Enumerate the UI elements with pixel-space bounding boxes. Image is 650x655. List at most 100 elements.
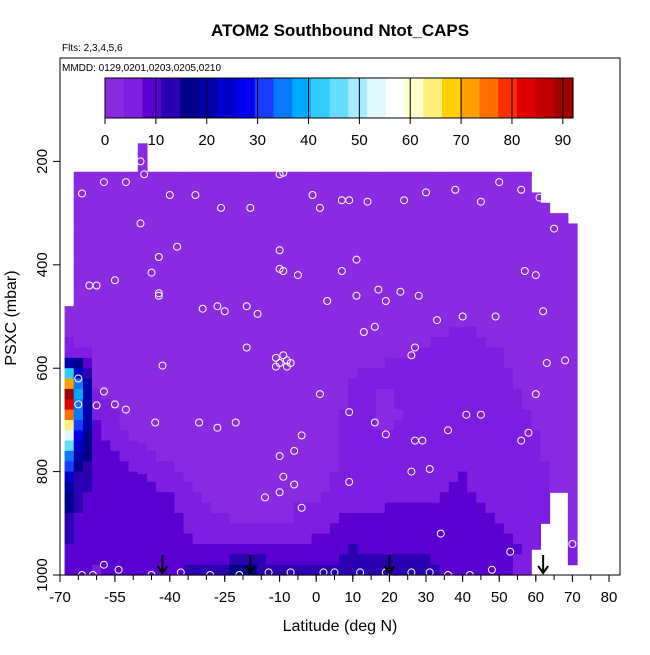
colorbar-tick-label: 40: [300, 132, 317, 149]
heatmap-cell: [549, 233, 560, 245]
heatmap-cell: [156, 357, 166, 369]
heatmap-cell: [512, 450, 523, 462]
heatmap-cell: [73, 337, 84, 349]
heatmap-cell: [375, 264, 386, 276]
heatmap-cell: [393, 409, 404, 421]
heatmap-cell: [439, 213, 450, 225]
heatmap-cell: [284, 440, 294, 452]
heatmap-cell: [348, 233, 358, 245]
heatmap-cell: [210, 357, 221, 369]
heatmap-cell: [165, 337, 175, 349]
heatmap-cell: [265, 523, 276, 535]
heatmap-cell: [421, 347, 432, 359]
heatmap-cell: [320, 523, 331, 535]
heatmap-cell: [567, 337, 578, 349]
heatmap-cell: [275, 419, 285, 431]
heatmap-cell: [210, 347, 221, 359]
heatmap-cell: [265, 512, 276, 524]
heatmap-cell: [174, 275, 185, 287]
heatmap-cell: [467, 399, 477, 411]
heatmap-cell: [549, 285, 560, 297]
heatmap-cell: [393, 285, 404, 297]
heatmap-cell: [320, 388, 331, 400]
sample-point: [242, 343, 251, 352]
heatmap-cell: [302, 213, 313, 225]
heatmap-cell: [467, 492, 477, 504]
heatmap-cell: [174, 399, 185, 411]
heatmap-cell: [284, 533, 294, 545]
heatmap-cell: [82, 554, 93, 566]
heatmap-cell: [82, 440, 93, 452]
sample-point: [561, 356, 570, 365]
heatmap-cell: [476, 533, 487, 545]
heatmap-cell: [412, 471, 423, 483]
heatmap-cell: [522, 295, 532, 307]
heatmap-cell: [540, 430, 551, 442]
heatmap-cell: [393, 326, 404, 338]
heatmap-cell: [458, 326, 468, 338]
heatmap-cell: [320, 275, 331, 287]
heatmap-cell: [201, 213, 212, 225]
heatmap-cell: [375, 223, 386, 235]
sample-point: [506, 547, 515, 556]
heatmap-cell: [119, 399, 130, 411]
heatmap-cell: [467, 202, 477, 214]
heatmap-cell: [201, 326, 212, 338]
heatmap-cell: [430, 440, 441, 452]
heatmap-cell: [531, 523, 541, 535]
heatmap-cell: [73, 481, 84, 493]
colorbar-segment: [161, 78, 181, 118]
heatmap-cell: [531, 512, 541, 524]
heatmap-cell: [165, 409, 175, 421]
heatmap-cell: [467, 316, 477, 328]
heatmap-cell: [412, 533, 423, 545]
heatmap-cell: [165, 419, 175, 431]
heatmap-cell: [302, 368, 313, 380]
heatmap-cell: [92, 182, 102, 194]
heatmap-cell: [64, 543, 75, 555]
heatmap-cell: [494, 254, 505, 266]
heatmap-cell: [512, 326, 523, 338]
heatmap-cell: [284, 481, 294, 493]
heatmap-cell: [531, 337, 541, 349]
heatmap-cell: [412, 182, 423, 194]
heatmap-cell: [339, 326, 349, 338]
heatmap-cell: [485, 409, 496, 421]
heatmap-cell: [101, 182, 111, 194]
heatmap-cell: [357, 347, 368, 359]
sample-points: [74, 157, 577, 579]
heatmap-cell: [494, 523, 505, 535]
heatmap-cell: [119, 419, 130, 431]
heatmap-cell: [265, 471, 276, 483]
heatmap-cell: [210, 419, 221, 431]
heatmap-cell: [247, 430, 258, 442]
heatmap-cell: [156, 543, 166, 555]
heatmap-cell: [256, 285, 267, 297]
heatmap-cell: [92, 450, 102, 462]
heatmap-cell: [82, 533, 93, 545]
heatmap-cell: [494, 171, 505, 183]
heatmap-cell: [210, 450, 221, 462]
heatmap-cell: [522, 182, 532, 194]
heatmap-cell: [229, 388, 240, 400]
heatmap-cell: [476, 388, 487, 400]
heatmap-cell: [357, 388, 368, 400]
colorbar-segment: [236, 78, 256, 118]
heatmap-cell: [329, 512, 340, 524]
heatmap-cell: [311, 533, 322, 545]
heatmap-cell: [567, 388, 578, 400]
heatmap-cell: [503, 399, 514, 411]
heatmap-cell: [201, 471, 212, 483]
heatmap-cell: [320, 533, 331, 545]
sample-point: [154, 253, 163, 261]
heatmap-cell: [540, 233, 551, 245]
heatmap-cell: [430, 213, 441, 225]
heatmap-cell: [339, 481, 349, 493]
heatmap-cell: [558, 368, 569, 380]
heatmap-cell: [284, 171, 294, 183]
sample-point: [271, 362, 280, 371]
heatmap-cell: [329, 171, 340, 183]
heatmap-cell: [73, 378, 84, 390]
heatmap-cell: [238, 543, 249, 555]
